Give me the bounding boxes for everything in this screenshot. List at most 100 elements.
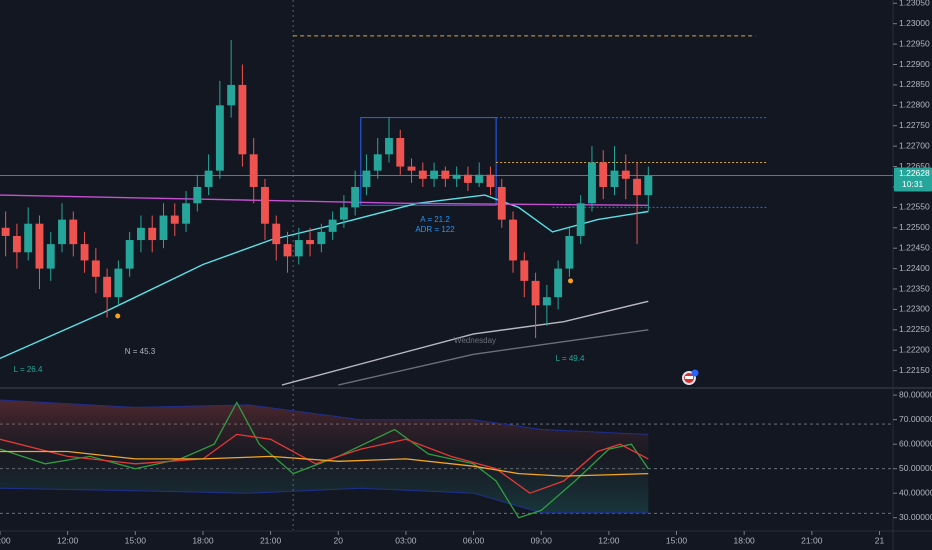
y-tick-label: 1.22900 — [899, 59, 930, 69]
y-tick-label: 1.22300 — [899, 304, 930, 314]
y-tick-label: 1.22250 — [899, 324, 930, 334]
candle-body — [463, 174, 472, 183]
candle-body — [125, 240, 134, 269]
annotation: L = 26.4 — [14, 365, 43, 374]
candle-body — [486, 174, 495, 187]
candle-body — [542, 297, 551, 306]
candle-body — [520, 260, 529, 281]
candle-body — [554, 268, 563, 298]
y-tick-label: 1.22200 — [899, 345, 930, 355]
candle-body — [283, 244, 292, 257]
candle-body — [193, 186, 202, 204]
candle-body — [1, 227, 10, 236]
candle-body — [69, 219, 78, 245]
candle-body — [35, 223, 44, 269]
candle-body — [114, 268, 123, 298]
x-tick-label: 06:00 — [463, 535, 485, 545]
candle-body — [204, 170, 213, 187]
oscillator-line — [0, 401, 649, 519]
candle-body — [272, 223, 281, 245]
candle-body — [396, 137, 405, 167]
y-tick-label: 1.22450 — [899, 242, 930, 252]
x-tick-label: 21 — [875, 535, 885, 545]
candle-body — [238, 84, 247, 155]
countdown: 10:31 — [902, 179, 924, 189]
y-tick-label: 50.00000 — [899, 463, 932, 473]
x-tick-label: 15:00 — [125, 535, 147, 545]
x-tick-label: 21:00 — [260, 535, 282, 545]
candle-body — [328, 219, 337, 232]
annotation: L = 49.4 — [556, 354, 585, 363]
candle-body — [588, 162, 596, 204]
x-tick-label: 21:00 — [801, 535, 823, 545]
candle-body — [565, 235, 574, 269]
signal-dot — [568, 278, 574, 284]
candle-body — [610, 170, 619, 187]
y-tick-label: 1.22550 — [899, 202, 930, 212]
candle-body — [215, 105, 224, 171]
range-box — [360, 117, 497, 206]
candle-body — [294, 240, 303, 257]
oscillator-line — [0, 399, 649, 435]
annotation: N = 45.3 — [125, 347, 156, 356]
y-tick-label: 40.00000 — [899, 487, 932, 497]
x-tick-label: 18:00 — [734, 535, 756, 545]
candle-body — [373, 154, 382, 171]
candle-body — [306, 240, 315, 245]
candle-body — [633, 178, 641, 196]
candle-body — [452, 174, 461, 179]
y-tick-label: 1.22150 — [899, 365, 930, 375]
oscillator-line — [0, 433, 649, 494]
candle-body — [24, 223, 33, 253]
x-tick-label: 12:00 — [598, 535, 620, 545]
candle-body — [46, 244, 55, 269]
flag-icon — [682, 369, 699, 385]
moving-average — [338, 329, 649, 386]
y-tick-label: 1.22850 — [899, 79, 930, 89]
candle-body — [159, 215, 168, 241]
candle-body — [531, 280, 540, 306]
candle-body — [644, 175, 653, 196]
oscillator-line — [0, 450, 649, 477]
band-fill — [0, 400, 649, 513]
candle-body — [599, 162, 608, 187]
candle-body — [475, 174, 484, 183]
x-tick-label: 20 — [334, 535, 344, 545]
candle-body — [227, 84, 236, 106]
moving-average — [281, 300, 649, 386]
y-tick-label: 1.22500 — [899, 222, 930, 232]
last-price-label: 1.22628 — [899, 168, 930, 178]
candle-body — [182, 203, 190, 224]
oscillator-line — [0, 487, 649, 514]
candle-body — [136, 227, 145, 241]
x-tick-label: 12:00 — [57, 535, 79, 545]
candle-body — [91, 260, 100, 277]
candle-body — [418, 170, 427, 179]
candle-body — [407, 166, 416, 171]
candle-body — [317, 231, 326, 245]
y-tick-label: 30.00000 — [899, 512, 932, 522]
candle-body — [351, 186, 360, 208]
annotation: Wednesday — [454, 336, 496, 345]
y-tick-label: 1.23000 — [899, 18, 930, 28]
x-tick-label: 09:00 — [0, 535, 11, 545]
candle-body — [509, 219, 517, 261]
moving-average — [0, 194, 649, 206]
candle-body — [58, 219, 66, 245]
y-tick-label: 1.22650 — [899, 161, 930, 171]
x-tick-label: 09:00 — [531, 535, 553, 545]
candle-body — [339, 207, 348, 220]
candle-body — [80, 244, 89, 261]
y-tick-label: 1.22700 — [899, 140, 930, 150]
last-price-tag — [894, 167, 932, 192]
candle-body — [12, 235, 21, 253]
y-tick-label: 60.00000 — [899, 438, 932, 448]
y-tick-label: 1.22350 — [899, 283, 930, 293]
x-tick-label: 15:00 — [666, 535, 688, 545]
candle-body — [249, 154, 258, 187]
y-tick-label: 1.22950 — [899, 38, 930, 48]
candle-body — [148, 227, 157, 241]
